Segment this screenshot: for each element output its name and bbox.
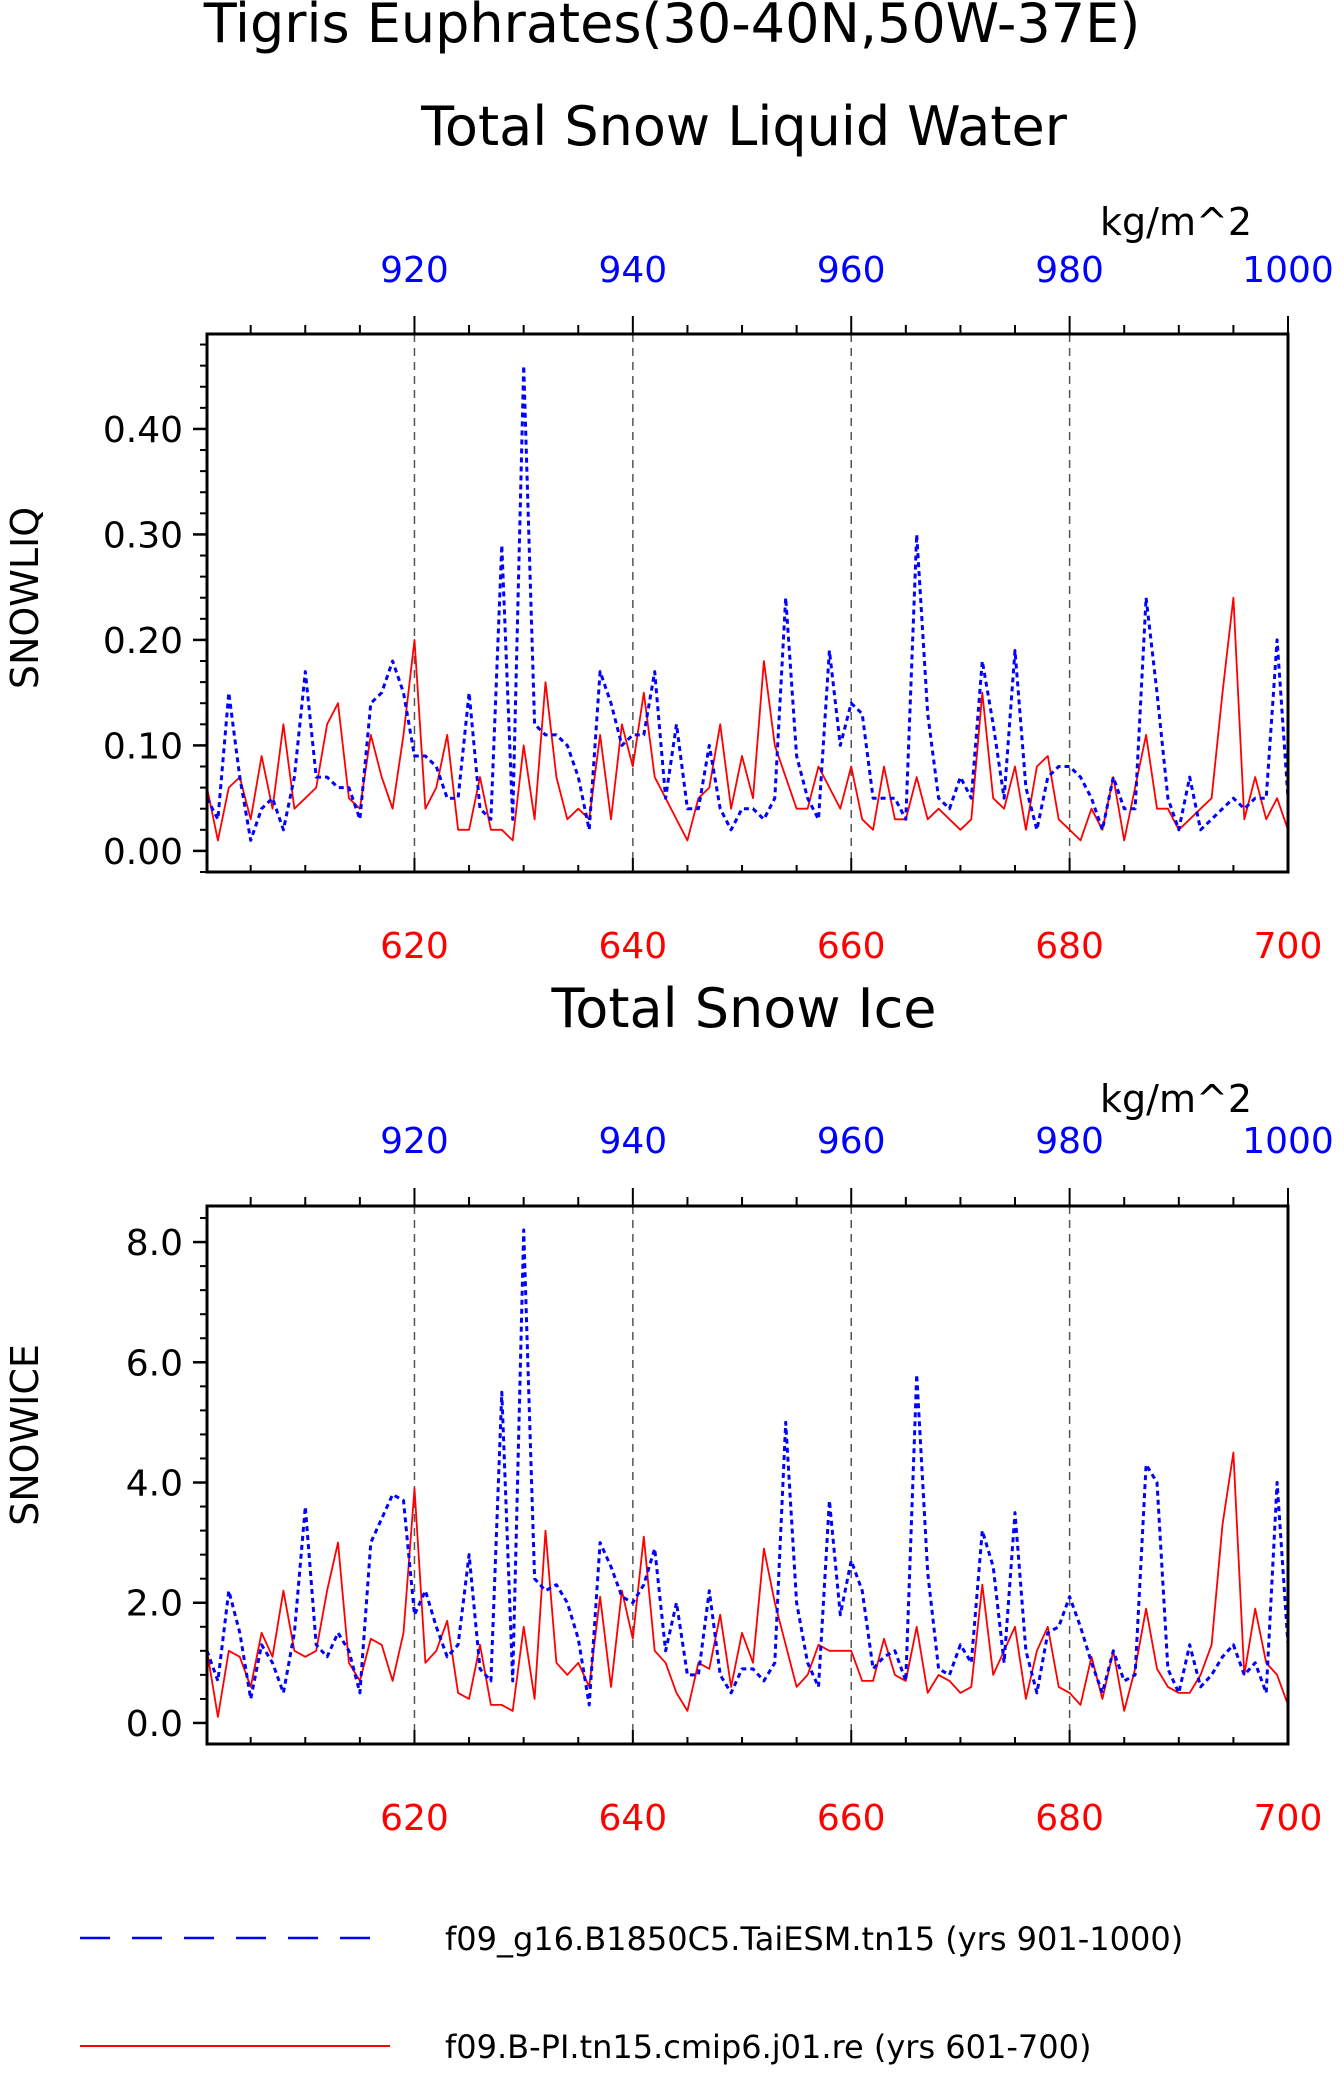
x-bottom-tick-label: 660 [817,1798,886,1839]
panel-title: Total Snow Ice [551,977,937,1040]
x-top-tick-label: 940 [598,250,667,291]
units-label: kg/m^2 [1100,200,1252,244]
series-line-red [206,1451,1289,1718]
y-axis-label: SNOWICE [3,1344,47,1526]
y-tick-label: 2.0 [126,1584,183,1625]
y-tick-label: 8.0 [126,1223,183,1264]
grid-lines [413,1206,1071,1744]
series-line-red [206,596,1289,842]
y-tick-label: 0.30 [103,515,183,556]
x-top-tick-label: 960 [817,1121,886,1162]
x-top-tick-label: 980 [1035,1121,1104,1162]
x-top-tick-label: 920 [380,250,449,291]
x-top-tick-label: 960 [817,250,886,291]
series-lines [205,1228,1290,1718]
x-top-tick-label: 1000 [1242,1121,1334,1162]
x-bottom-tick-label: 620 [380,926,449,967]
x-top-tick-label: 940 [598,1121,667,1162]
panel-snowice: Total Snow Ice kg/m^2 SNOWICE 0.0 2.0 4.0 6… [3,977,1334,1839]
x-bottom-tick-label: 680 [1035,1798,1104,1839]
x-bottom-tick-label: 620 [380,1798,449,1839]
plot-frame [205,332,1290,874]
y-tick-label: 0.00 [103,832,183,873]
grid-lines [413,334,1071,872]
y-tick-label: 0.40 [103,410,183,451]
y-axis-label: SNOWLIQ [3,507,47,689]
axes: 0.00 0.10 0.20 0.30 0.40 620 640 660 680 700 920 94… [103,250,1334,967]
y-tick-label: 0.0 [126,1704,183,1745]
axes: 0.0 2.0 4.0 6.0 8.0 620 640 660 680 700 920 940 960 9… [126,1121,1334,1839]
y-tick-label: 4.0 [126,1464,183,1505]
series-line-blue [205,364,1290,842]
y-tick-label: 0.10 [103,726,183,767]
y-tick-label: 0.20 [103,621,183,662]
x-bottom-tick-label: 700 [1254,926,1323,967]
x-bottom-tick-label: 640 [598,1798,667,1839]
units-label: kg/m^2 [1100,1077,1252,1121]
panel-snowliq: Total Snow Liquid Water kg/m^2 SNOWLIQ 0… [3,95,1334,967]
x-bottom-tick-label: 700 [1254,1798,1323,1839]
x-bottom-tick-label: 660 [817,926,886,967]
series-lines [205,364,1290,842]
x-bottom-tick-label: 640 [598,926,667,967]
legend: f09_g16.B1850C5.TaiESM.tn15 (yrs 901-100… [80,1920,1183,2066]
x-top-tick-label: 920 [380,1121,449,1162]
x-top-tick-label: 980 [1035,250,1104,291]
x-bottom-tick-label: 680 [1035,926,1104,967]
plot-frame [205,1204,1290,1746]
figure-title: Tigris Euphrates(30-40N,50W-37E) [203,0,1141,55]
legend-label-blue: f09_g16.B1850C5.TaiESM.tn15 (yrs 901-100… [445,1920,1183,1958]
y-tick-label: 6.0 [126,1343,183,1384]
x-top-tick-label: 1000 [1242,250,1334,291]
panel-title: Total Snow Liquid Water [420,95,1068,158]
series-line-blue [205,1228,1290,1707]
legend-label-red: f09.B-PI.tn15.cmip6.j01.re (yrs 601-700) [445,2028,1091,2066]
